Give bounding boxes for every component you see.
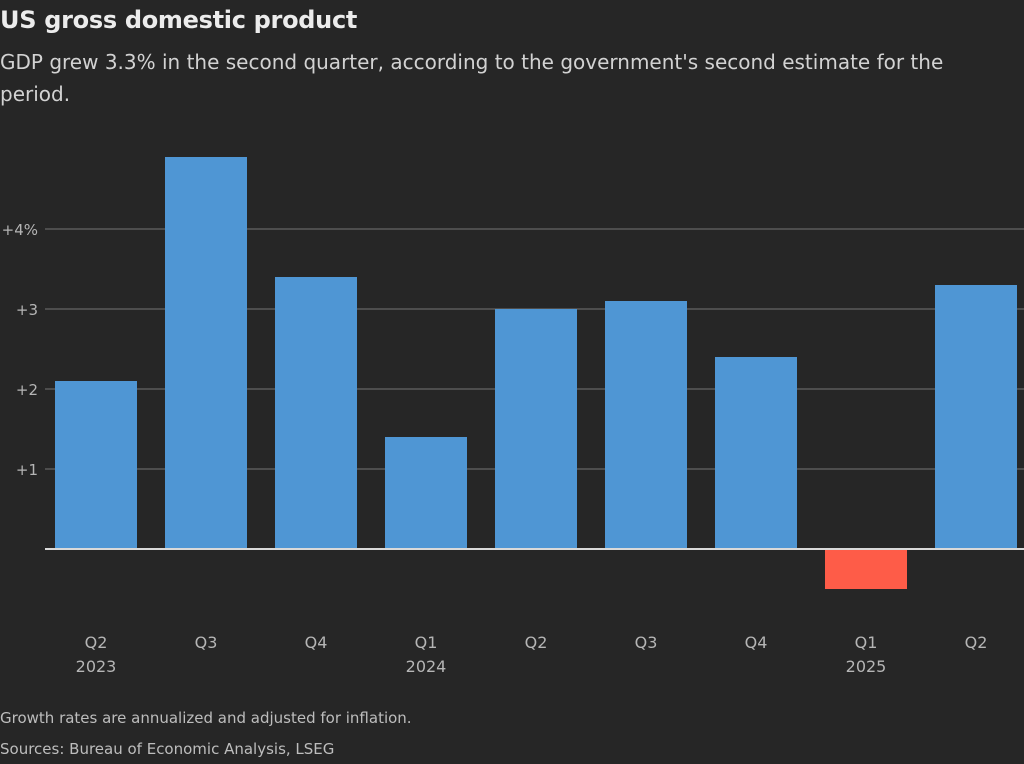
bar	[935, 285, 1017, 549]
bar	[165, 157, 247, 549]
bar	[385, 437, 467, 549]
x-tick-label-year: 2023	[76, 657, 117, 676]
x-tick-label-quarter: Q2	[525, 633, 548, 652]
bars	[55, 157, 1017, 589]
x-tick-label-quarter: Q1	[415, 633, 438, 652]
x-axis-ticks: Q2 2023 Q3 Q4 Q1 2024 Q2 Q3 Q4 Q1 2025 Q2	[76, 633, 988, 676]
chart-subtitle: GDP grew 3.3% in the second quarter, acc…	[0, 50, 944, 106]
y-tick-label: +2	[16, 381, 38, 399]
y-tick-label: +1	[16, 461, 38, 479]
bar	[275, 277, 357, 549]
x-tick-label-year: 2025	[846, 657, 887, 676]
chart-title: US gross domestic product	[0, 6, 358, 34]
bar	[55, 381, 137, 549]
x-tick-label-quarter: Q4	[305, 633, 328, 652]
footnote: Growth rates are annualized and adjusted…	[0, 709, 412, 727]
x-tick-label-year: 2024	[406, 657, 447, 676]
x-tick-label-quarter: Q3	[195, 633, 218, 652]
bar	[825, 549, 907, 589]
y-tick-label: +3	[16, 301, 38, 319]
source-note: Sources: Bureau of Economic Analysis, LS…	[0, 740, 335, 758]
x-tick-label-quarter: Q4	[745, 633, 768, 652]
x-tick-label-quarter: Q2	[965, 633, 988, 652]
x-tick-label-quarter: Q1	[855, 633, 878, 652]
x-tick-label-quarter: Q3	[635, 633, 658, 652]
bar	[715, 357, 797, 549]
y-axis-ticks: +4% +3 +2 +1	[2, 221, 38, 479]
bar	[605, 301, 687, 549]
bar	[495, 309, 577, 549]
x-tick-label-quarter: Q2	[85, 633, 108, 652]
y-tick-label: +4%	[2, 221, 38, 239]
